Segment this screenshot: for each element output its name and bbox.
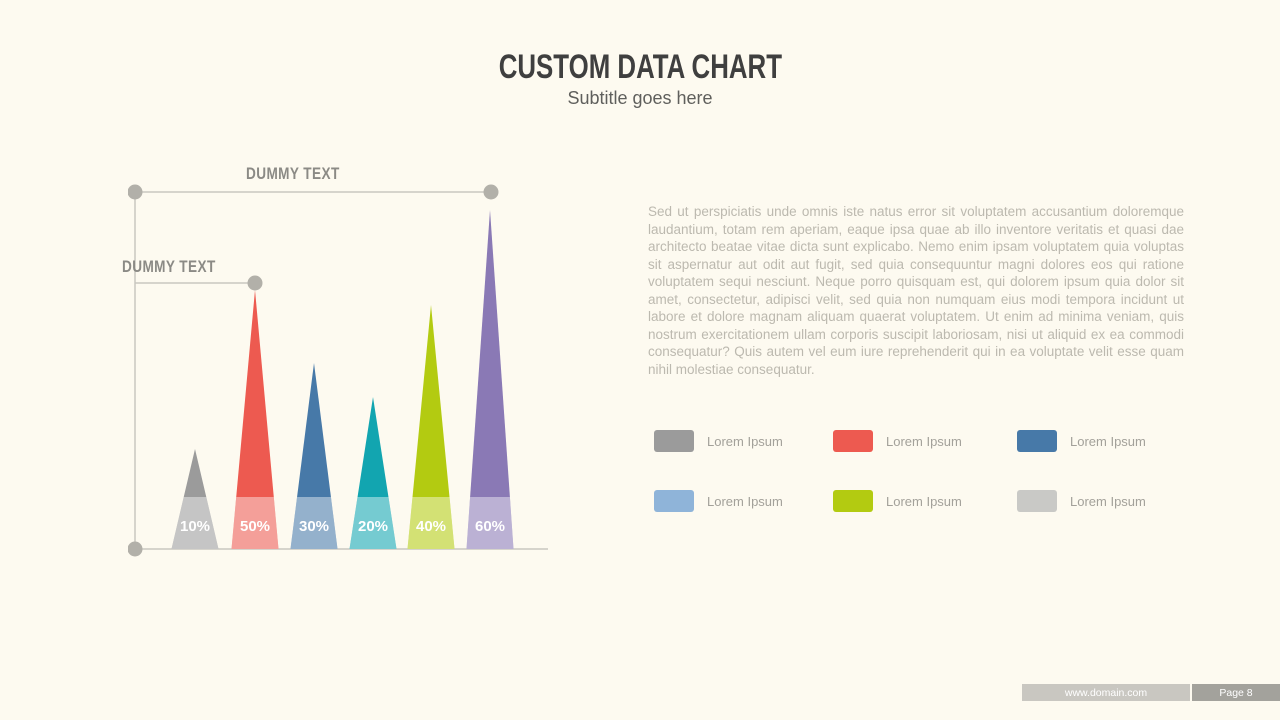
legend-swatch (833, 430, 873, 452)
legend-swatch (1017, 430, 1057, 452)
page-subtitle: Subtitle goes here (567, 88, 713, 108)
chart-triangle (407, 305, 455, 549)
chart-label-band (171, 497, 219, 549)
chart-svg: 10% 50% 30% 20% 40% 60% (128, 184, 548, 557)
chart-triangle (466, 210, 514, 549)
chart-value-label: 20% (358, 518, 388, 535)
legend-swatch (1017, 490, 1057, 512)
legend-label: Lorem Ipsum (707, 433, 783, 449)
chart-value-label: 30% (299, 518, 329, 535)
chart-marker-dot (483, 184, 499, 200)
legend-item: Lorem Ipsum (654, 430, 833, 452)
chart-marker-dot (247, 275, 263, 291)
chart-triangle (171, 449, 219, 549)
footer-page-number: Page 8 (1192, 684, 1280, 701)
body-paragraph: Sed ut perspiciatis unde omnis iste natu… (648, 204, 1184, 377)
legend-label: Lorem Ipsum (886, 433, 962, 449)
legend-label: Lorem Ipsum (1070, 433, 1146, 449)
legend-swatch (833, 490, 873, 512)
chart-triangle (231, 290, 279, 549)
chart-triangle (349, 397, 397, 549)
chart-value-label: 10% (180, 518, 210, 535)
legend: Lorem Ipsum Lorem Ipsum Lorem Ipsum Lorem I… (654, 430, 1194, 512)
legend-item: Lorem Ipsum (1017, 430, 1194, 452)
legend-swatch (654, 490, 694, 512)
chart-value-label: 40% (416, 518, 446, 535)
chart-label-band (407, 497, 455, 549)
chart-label-band (466, 497, 514, 549)
page-title: CUSTOM DATA CHART (498, 48, 782, 86)
chart-marker-dot (128, 541, 143, 557)
chart: 10% 50% 30% 20% 40% 60% (128, 165, 553, 557)
footer: www.domain.com Page 8 (1022, 684, 1280, 701)
legend-swatch (654, 430, 694, 452)
chart-value-label: 50% (240, 518, 270, 535)
legend-item: Lorem Ipsum (833, 490, 1017, 512)
footer-domain: www.domain.com (1022, 684, 1190, 701)
legend-label: Lorem Ipsum (1070, 493, 1146, 509)
legend-label: Lorem Ipsum (886, 493, 962, 509)
chart-triangle (290, 363, 338, 549)
chart-value-label: 60% (475, 518, 505, 535)
chart-label-band (349, 497, 397, 549)
chart-label-band (231, 497, 279, 549)
legend-item: Lorem Ipsum (654, 490, 833, 512)
chart-marker-dot (128, 184, 143, 200)
title-block: CUSTOM DATA CHART Subtitle goes here (0, 48, 1280, 109)
legend-item: Lorem Ipsum (833, 430, 1017, 452)
legend-item: Lorem Ipsum (1017, 490, 1194, 512)
chart-label-band (290, 497, 338, 549)
chart-annotation-mid: DUMMY TEXT (122, 257, 216, 276)
legend-label: Lorem Ipsum (707, 493, 783, 509)
chart-annotation-top: DUMMY TEXT (246, 164, 340, 183)
